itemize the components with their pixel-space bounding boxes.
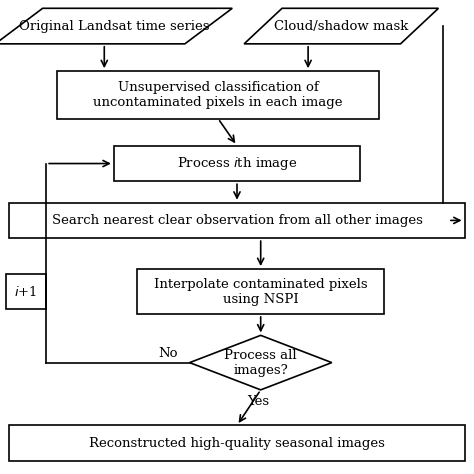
Text: Cloud/shadow mask: Cloud/shadow mask (274, 19, 409, 33)
Polygon shape (244, 9, 438, 44)
FancyBboxPatch shape (114, 146, 360, 181)
FancyBboxPatch shape (6, 274, 46, 310)
Text: Reconstructed high-quality seasonal images: Reconstructed high-quality seasonal imag… (89, 437, 385, 450)
Text: $i$+1: $i$+1 (15, 284, 37, 299)
FancyBboxPatch shape (57, 71, 379, 118)
Text: Process all
images?: Process all images? (224, 348, 297, 377)
FancyBboxPatch shape (9, 203, 465, 238)
Text: Unsupervised classification of
uncontaminated pixels in each image: Unsupervised classification of uncontami… (93, 81, 343, 109)
Text: No: No (158, 346, 178, 360)
Polygon shape (190, 336, 332, 390)
Polygon shape (0, 9, 232, 44)
Text: Search nearest clear observation from all other images: Search nearest clear observation from al… (52, 214, 422, 227)
FancyBboxPatch shape (137, 269, 384, 314)
Text: Interpolate contaminated pixels
using NSPI: Interpolate contaminated pixels using NS… (154, 277, 367, 306)
FancyBboxPatch shape (9, 426, 465, 461)
Text: Original Landsat time series: Original Landsat time series (18, 19, 209, 33)
Text: Process $i$th image: Process $i$th image (177, 155, 297, 172)
Text: Yes: Yes (247, 395, 269, 408)
